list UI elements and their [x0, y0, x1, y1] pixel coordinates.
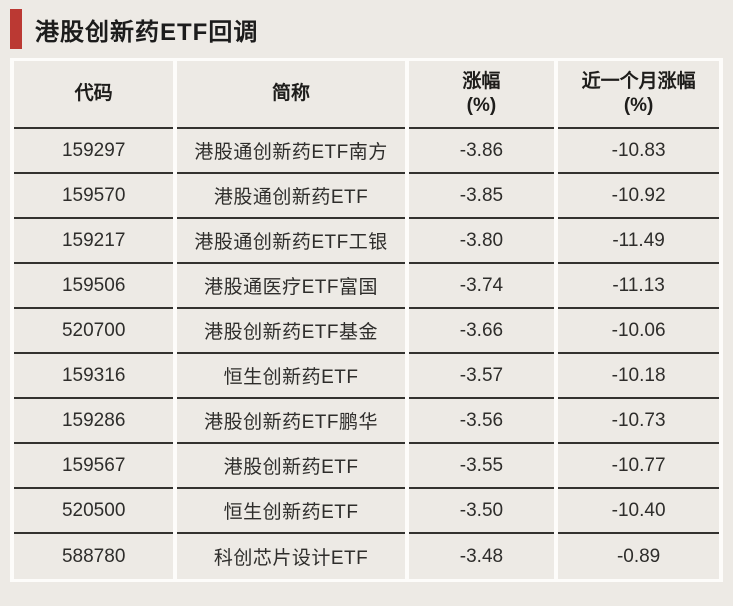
month-change-cell: -10.18: [558, 354, 719, 399]
month-change-cell: -10.73: [558, 399, 719, 444]
month-change-cell: -0.89: [558, 534, 719, 579]
change-cell: -3.74: [408, 264, 555, 309]
code-cell: 520500: [14, 489, 174, 534]
month-change-cell: -10.77: [558, 444, 719, 489]
table-row: 520500 恒生创新药ETF -3.50 -10.40: [14, 489, 719, 534]
month-change-cell: -10.40: [558, 489, 719, 534]
table-header-row: 代码 简称 涨幅 (%) 近一个月涨幅 (%): [14, 61, 719, 129]
name-cell: 恒生创新药ETF: [177, 354, 405, 399]
header-label: 涨幅: [462, 71, 501, 93]
name-cell: 科创芯片设计ETF: [177, 534, 405, 579]
change-cell: -3.50: [408, 489, 555, 534]
change-cell: -3.55: [408, 444, 555, 489]
month-change-cell: -11.49: [558, 219, 719, 264]
month-change-cell: -11.13: [558, 264, 719, 309]
code-cell: 159316: [14, 354, 174, 399]
etf-table: 代码 简称 涨幅 (%) 近一个月涨幅 (%): [10, 61, 723, 579]
code-cell: 159570: [14, 174, 174, 219]
header-cell-name: 简称: [177, 61, 405, 129]
code-cell: 159506: [14, 264, 174, 309]
month-change-cell: -10.83: [558, 129, 719, 174]
name-cell: 港股创新药ETF: [177, 444, 405, 489]
change-cell: -3.80: [408, 219, 555, 264]
name-cell: 恒生创新药ETF: [177, 489, 405, 534]
month-change-cell: -10.92: [558, 174, 719, 219]
header-unit: (%): [623, 95, 654, 116]
table-row: 159297 港股通创新药ETF南方 -3.86 -10.83: [14, 129, 719, 174]
etf-table-container: 代码 简称 涨幅 (%) 近一个月涨幅 (%): [10, 58, 723, 582]
name-cell: 港股创新药ETF鹏华: [177, 399, 405, 444]
table-row: 588780 科创芯片设计ETF -3.48 -0.89: [14, 534, 719, 579]
header-cell-month-change: 近一个月涨幅 (%): [558, 61, 719, 129]
header-label: 近一个月涨幅: [581, 71, 696, 93]
change-cell: -3.85: [408, 174, 555, 219]
header-cell-code: 代码: [14, 61, 174, 129]
change-cell: -3.48: [408, 534, 555, 579]
title-row: 港股创新药ETF回调: [0, 0, 733, 58]
header-label: 简称: [272, 83, 311, 105]
code-cell: 520700: [14, 309, 174, 354]
code-cell: 159286: [14, 399, 174, 444]
page-title: 港股创新药ETF回调: [35, 18, 259, 46]
change-cell: -3.66: [408, 309, 555, 354]
table-row: 159570 港股通创新药ETF -3.85 -10.92: [14, 174, 719, 219]
change-cell: -3.57: [408, 354, 555, 399]
change-cell: -3.56: [408, 399, 555, 444]
change-cell: -3.86: [408, 129, 555, 174]
table-row: 159316 恒生创新药ETF -3.57 -10.18: [14, 354, 719, 399]
table-row: 159286 港股创新药ETF鹏华 -3.56 -10.73: [14, 399, 719, 444]
table-row: 520700 港股创新药ETF基金 -3.66 -10.06: [14, 309, 719, 354]
name-cell: 港股通医疗ETF富国: [177, 264, 405, 309]
name-cell: 港股创新药ETF基金: [177, 309, 405, 354]
code-cell: 159567: [14, 444, 174, 489]
title-accent-bar-icon: [10, 9, 22, 49]
code-cell: 159297: [14, 129, 174, 174]
header-label: 代码: [74, 83, 113, 105]
table-row: 159217 港股通创新药ETF工银 -3.80 -11.49: [14, 219, 719, 264]
name-cell: 港股通创新药ETF: [177, 174, 405, 219]
code-cell: 588780: [14, 534, 174, 579]
name-cell: 港股通创新药ETF工银: [177, 219, 405, 264]
name-cell: 港股通创新药ETF南方: [177, 129, 405, 174]
month-change-cell: -10.06: [558, 309, 719, 354]
table-row: 159506 港股通医疗ETF富国 -3.74 -11.13: [14, 264, 719, 309]
header-unit: (%): [466, 95, 497, 116]
header-cell-change: 涨幅 (%): [408, 61, 555, 129]
table-row: 159567 港股创新药ETF -3.55 -10.77: [14, 444, 719, 489]
code-cell: 159217: [14, 219, 174, 264]
